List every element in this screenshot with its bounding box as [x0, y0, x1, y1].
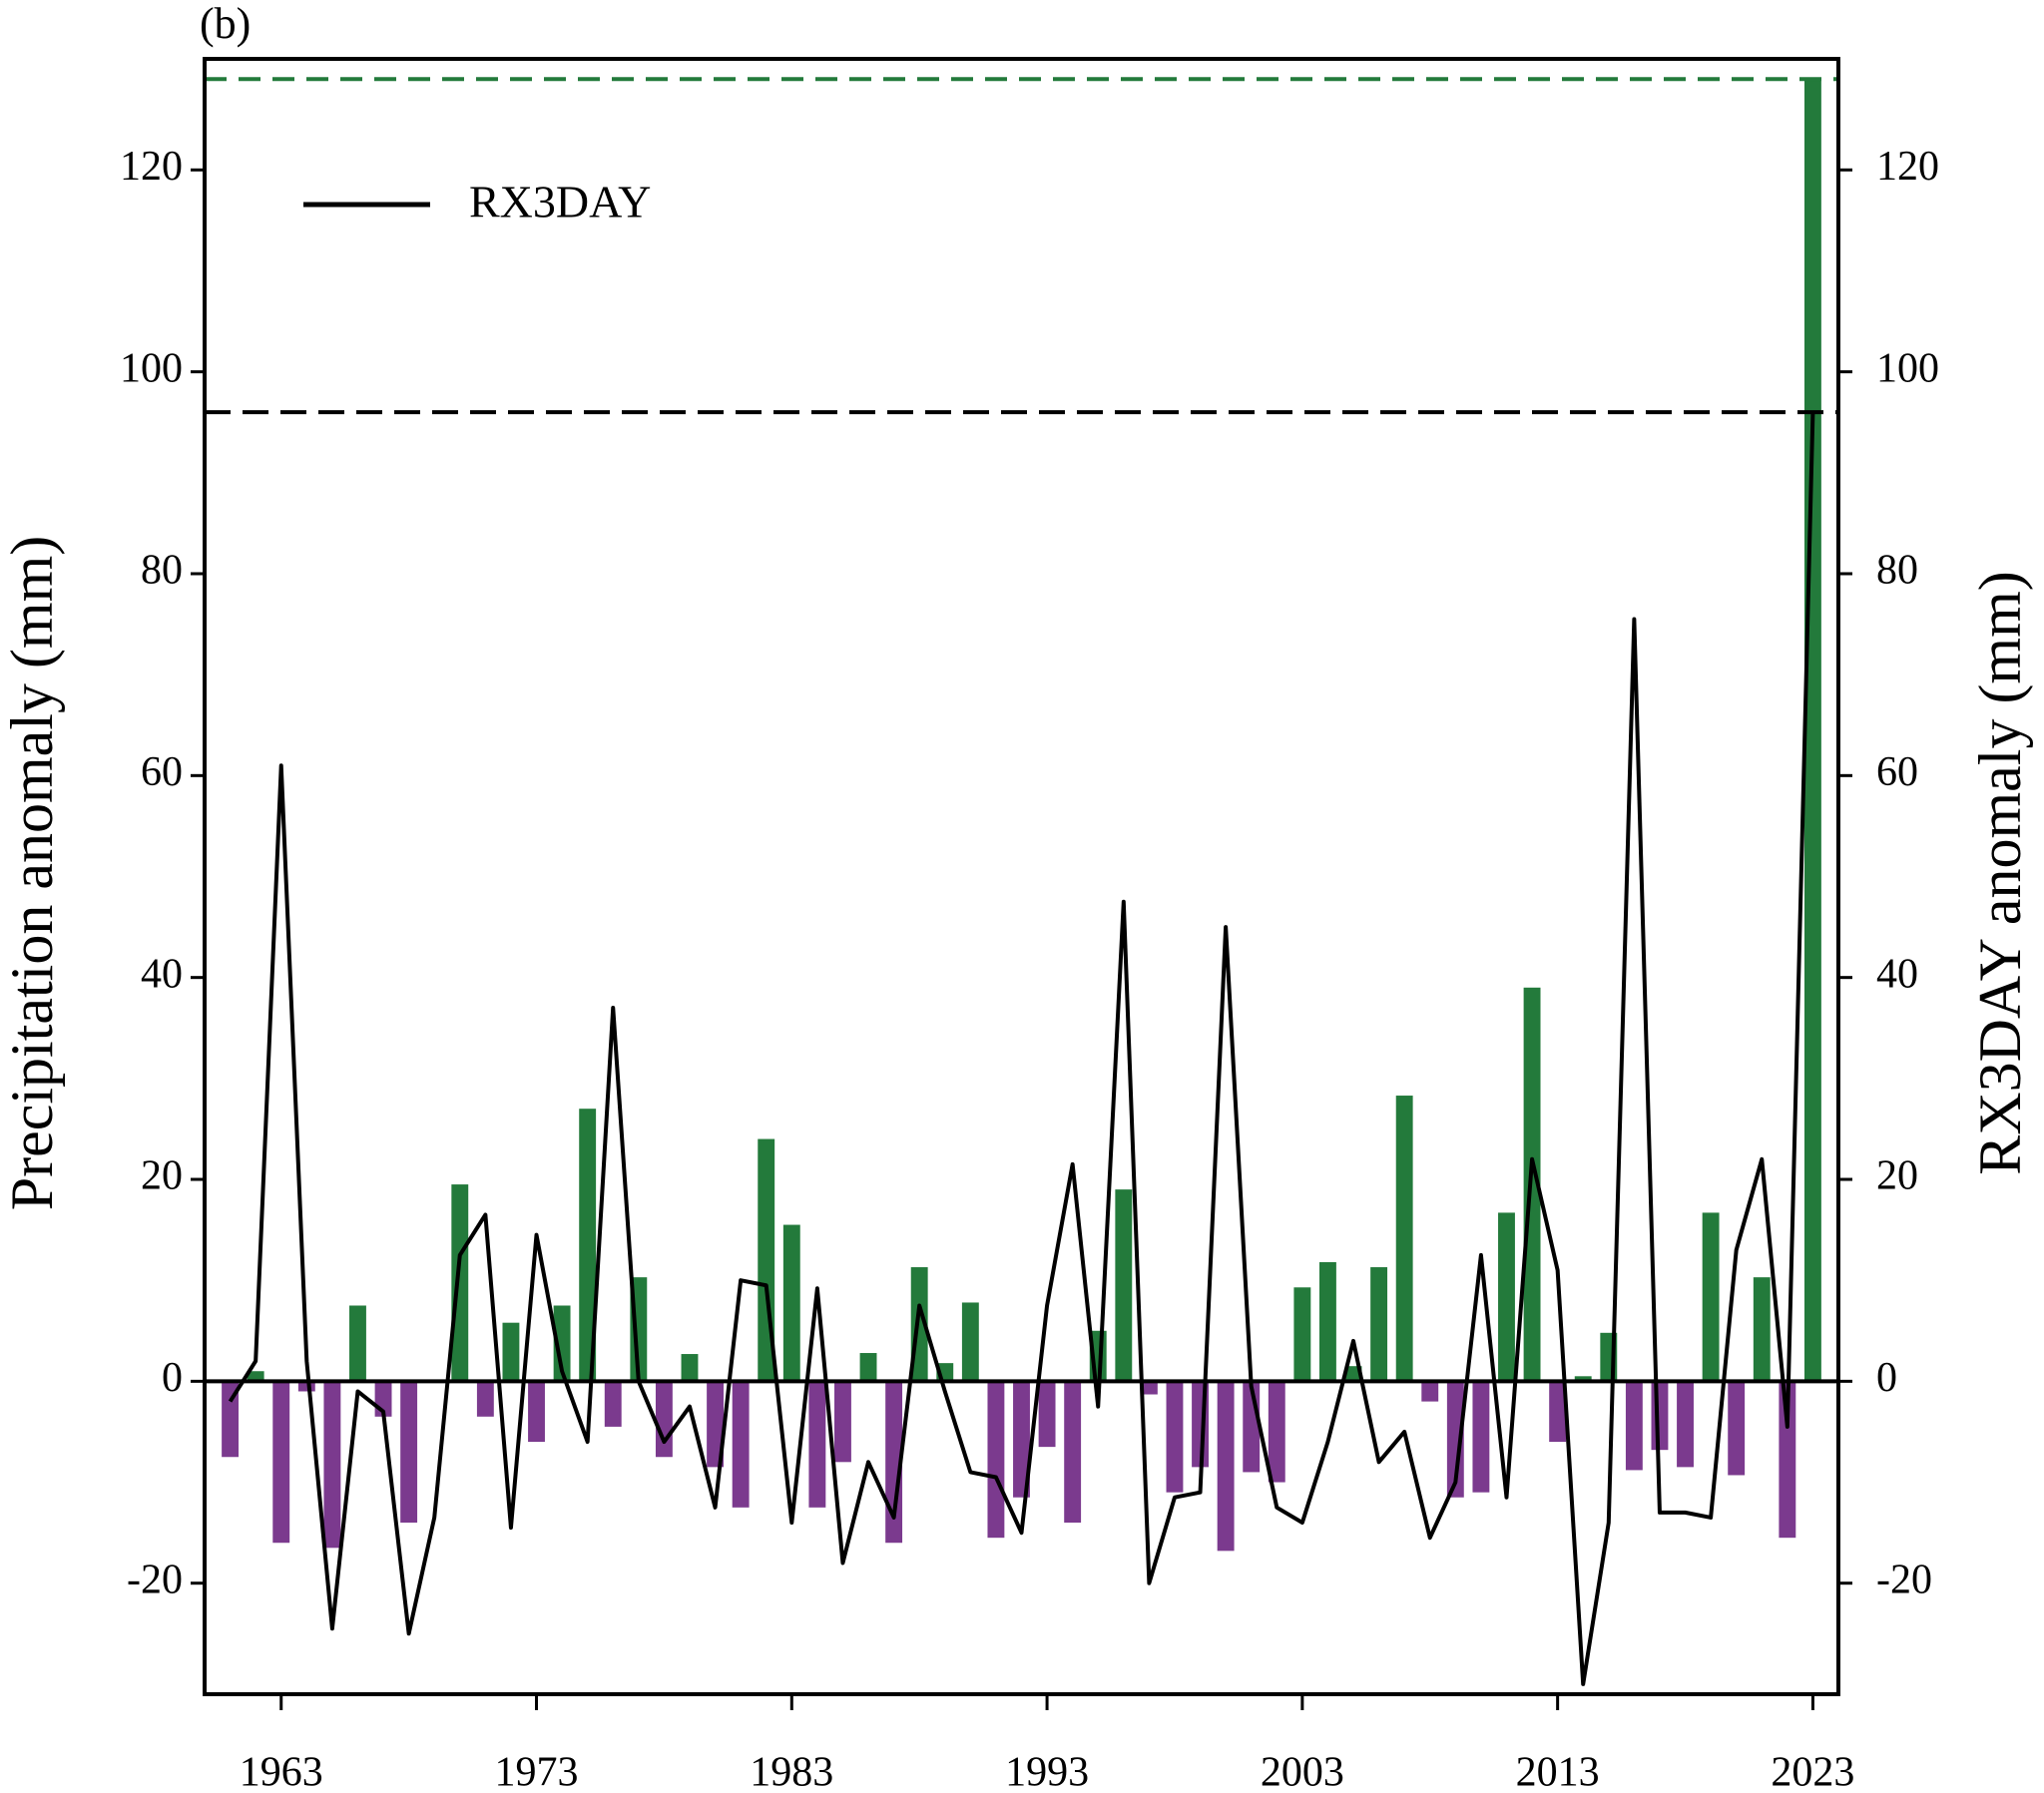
- bar: [834, 1381, 851, 1463]
- y2-tick-label: 40: [1876, 951, 1918, 997]
- bar: [1268, 1381, 1285, 1483]
- x-tick-label: 1983: [750, 1750, 833, 1793]
- bar: [1115, 1189, 1133, 1382]
- y2-tick-label: 0: [1876, 1355, 1897, 1401]
- bar: [451, 1184, 469, 1382]
- bar: [579, 1109, 597, 1382]
- x-tick-label: 1993: [1005, 1750, 1089, 1793]
- bar: [885, 1381, 903, 1544]
- bar: [297, 1381, 315, 1392]
- y-tick-label: 20: [141, 1153, 183, 1199]
- bar: [1677, 1381, 1694, 1468]
- y-tick-label: 40: [141, 951, 183, 997]
- bar: [808, 1381, 826, 1508]
- panel-label: (b): [200, 0, 251, 48]
- y2-tick-label: 20: [1876, 1153, 1918, 1199]
- bar: [1293, 1287, 1311, 1382]
- bar: [476, 1381, 494, 1417]
- y-tick-label: 60: [141, 749, 183, 795]
- bar: [1549, 1381, 1567, 1443]
- y-tick-label: 100: [120, 345, 183, 391]
- bar: [1217, 1381, 1235, 1552]
- bar: [247, 1371, 264, 1382]
- bar: [1013, 1381, 1030, 1498]
- bar: [859, 1353, 877, 1382]
- y2-tick-label: 60: [1876, 749, 1918, 795]
- bar: [528, 1381, 545, 1443]
- bar: [604, 1381, 622, 1427]
- bar: [1728, 1381, 1746, 1476]
- bar: [1498, 1212, 1515, 1382]
- bar: [707, 1381, 725, 1468]
- x-tick-label: 1973: [495, 1750, 579, 1793]
- y-tick-label: 120: [120, 144, 183, 190]
- y-tick-label: 80: [141, 548, 183, 594]
- y-tick-label: -20: [127, 1557, 183, 1602]
- bar: [1574, 1376, 1592, 1382]
- bar: [222, 1381, 240, 1458]
- bar: [1064, 1381, 1082, 1524]
- bar: [349, 1305, 366, 1382]
- y-axis-title: Precipitation anomaly (mm): [0, 536, 65, 1211]
- bar: [1446, 1381, 1464, 1498]
- bar: [1038, 1381, 1056, 1448]
- bar: [987, 1381, 1005, 1539]
- y2-tick-label: 80: [1876, 548, 1918, 594]
- legend-label: RX3DAY: [469, 177, 651, 227]
- bar: [1625, 1381, 1643, 1471]
- bar: [1651, 1381, 1669, 1451]
- bar: [782, 1224, 800, 1382]
- x-tick-label: 1963: [240, 1750, 323, 1793]
- y-tick-label: 0: [162, 1355, 183, 1401]
- bar: [1318, 1261, 1336, 1382]
- y2-tick-label: 120: [1876, 144, 1939, 190]
- bar: [681, 1354, 699, 1382]
- x-tick-label: 2013: [1516, 1750, 1600, 1793]
- bar: [655, 1381, 673, 1458]
- bar: [1803, 79, 1821, 1382]
- bar: [323, 1381, 341, 1549]
- bar: [1140, 1381, 1158, 1395]
- y2-axis-title: RX3DAY anomaly (mm): [1967, 571, 2033, 1175]
- bar: [732, 1381, 750, 1508]
- bar: [1472, 1381, 1490, 1493]
- bar: [553, 1305, 571, 1382]
- x-tick-label: 2023: [1771, 1750, 1854, 1793]
- x-tick-label: 2003: [1261, 1750, 1344, 1793]
- bar: [961, 1302, 979, 1382]
- bar: [272, 1381, 290, 1544]
- bar: [1779, 1381, 1796, 1539]
- bar: [1370, 1267, 1388, 1382]
- bar: [1753, 1277, 1771, 1382]
- plot-frame: [203, 57, 1840, 1696]
- bar: [502, 1322, 520, 1382]
- bar: [1421, 1381, 1439, 1402]
- y2-tick-label: -20: [1876, 1557, 1932, 1602]
- bar: [1702, 1212, 1720, 1382]
- y2-tick-label: 100: [1876, 345, 1939, 391]
- line-series: [228, 412, 1815, 1686]
- bar: [400, 1381, 418, 1524]
- bar: [1395, 1096, 1413, 1382]
- bar: [1166, 1381, 1184, 1493]
